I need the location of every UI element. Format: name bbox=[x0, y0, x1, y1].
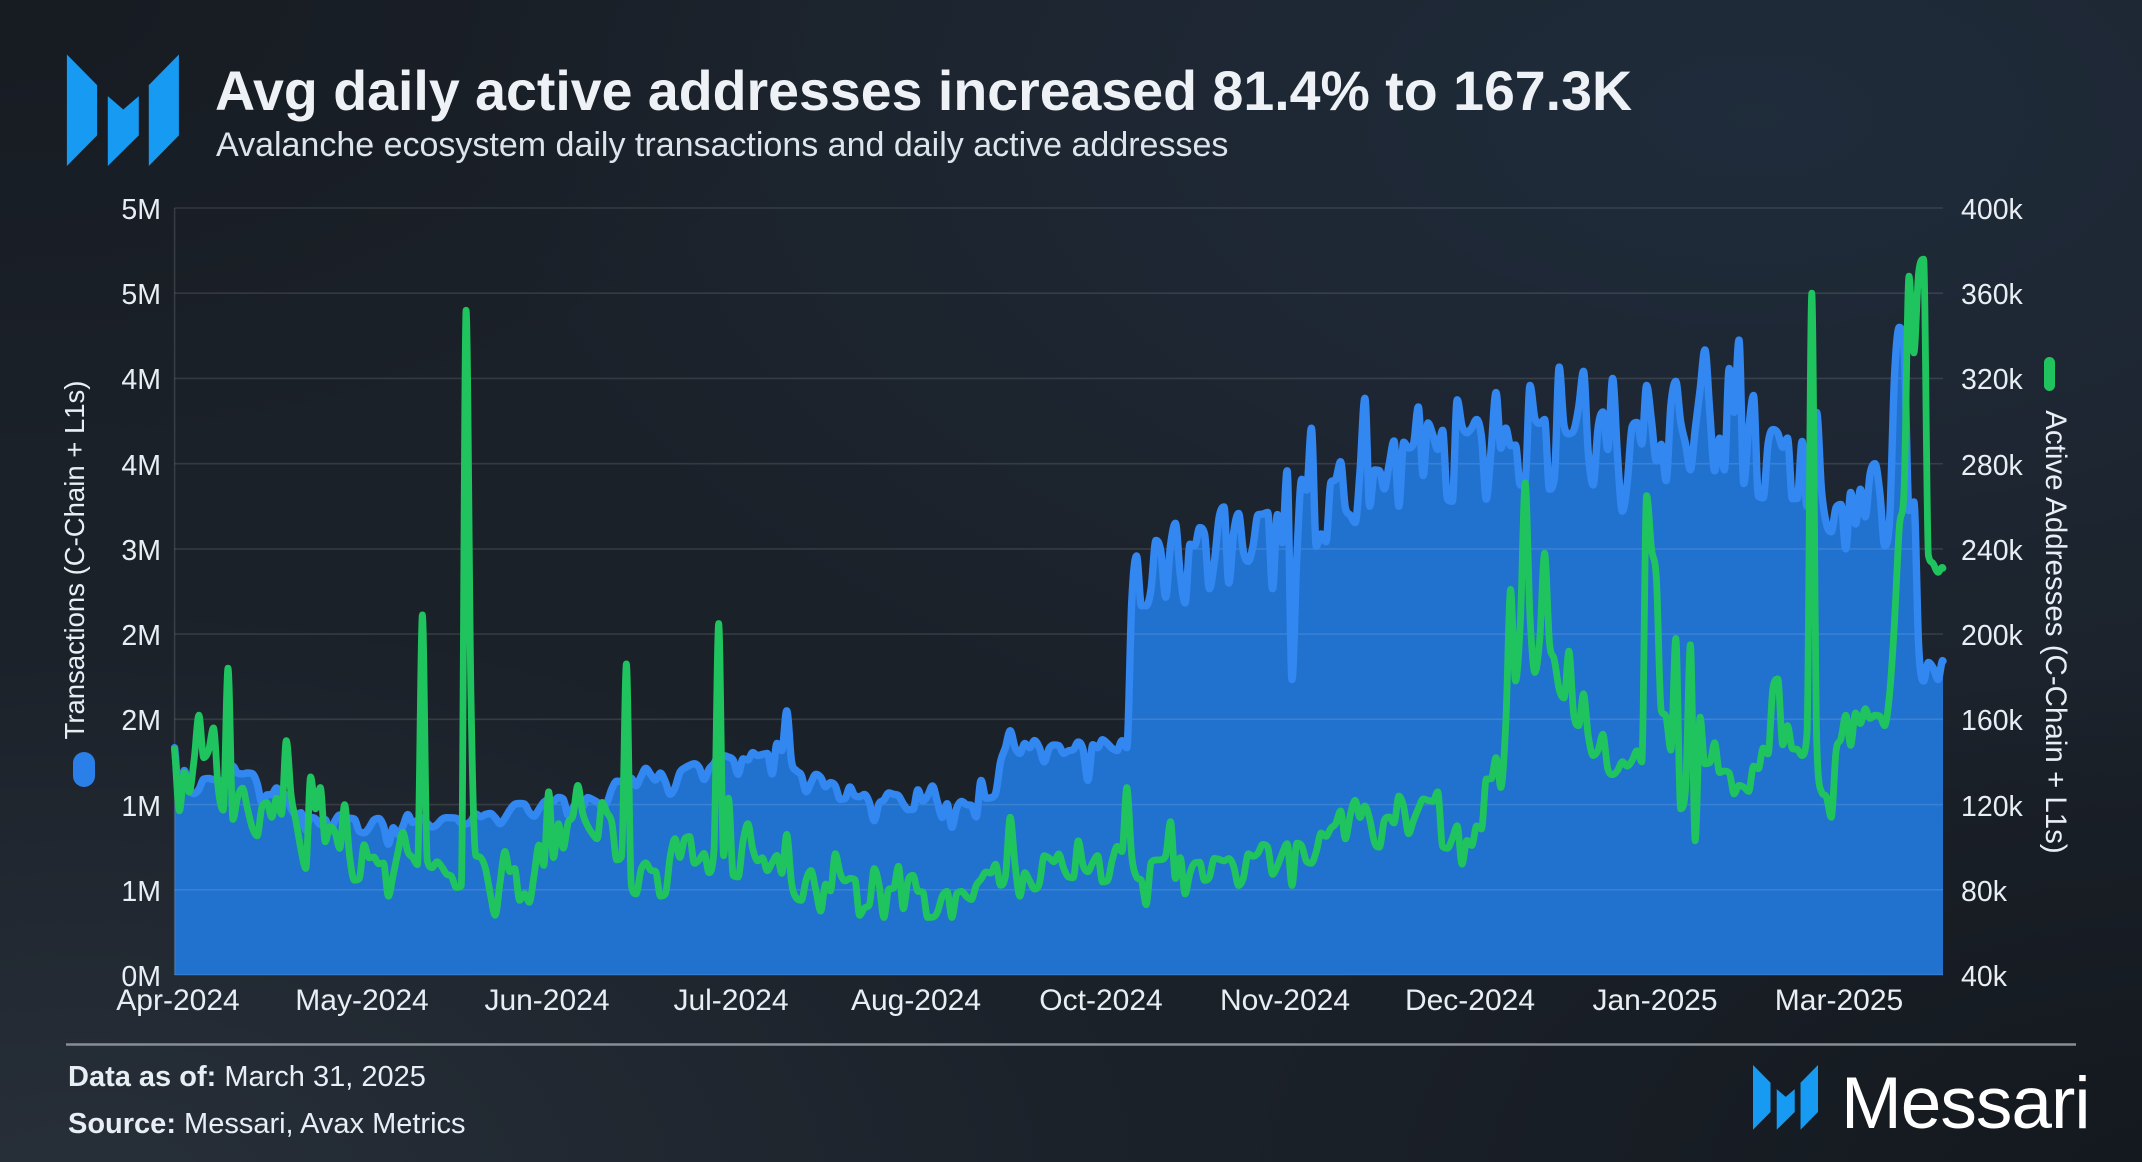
svg-text:Jul-2024: Jul-2024 bbox=[673, 984, 788, 1017]
svg-text:Transactions (C-Chain + L1s): Transactions (C-Chain + L1s) bbox=[59, 381, 90, 740]
svg-text:0M: 0M bbox=[121, 961, 161, 993]
svg-text:Avg daily active addresses inc: Avg daily active addresses increased 81.… bbox=[215, 60, 1632, 122]
svg-text:Dec-2024: Dec-2024 bbox=[1405, 984, 1535, 1017]
svg-text:Nov-2024: Nov-2024 bbox=[1220, 984, 1350, 1017]
svg-text:320k: 320k bbox=[1961, 364, 2024, 396]
svg-text:160k: 160k bbox=[1961, 705, 2024, 737]
svg-text:4M: 4M bbox=[121, 364, 161, 396]
svg-text:Oct-2024: Oct-2024 bbox=[1039, 984, 1162, 1017]
svg-text:3M: 3M bbox=[121, 535, 161, 567]
svg-text:Apr-2024: Apr-2024 bbox=[116, 984, 239, 1017]
svg-text:May-2024: May-2024 bbox=[295, 984, 428, 1017]
svg-text:Mar-2025: Mar-2025 bbox=[1775, 984, 1903, 1017]
svg-text:4M: 4M bbox=[121, 450, 161, 482]
svg-text:Avalanche ecosystem daily tran: Avalanche ecosystem daily transactions a… bbox=[216, 126, 1228, 164]
svg-text:80k: 80k bbox=[1961, 876, 2008, 908]
svg-text:Aug-2024: Aug-2024 bbox=[851, 984, 981, 1017]
svg-text:120k: 120k bbox=[1961, 791, 2024, 823]
svg-text:Active Addresses (C-Chain + L1: Active Addresses (C-Chain + L1s) bbox=[2039, 410, 2072, 854]
svg-text:Data as of: March 31, 2025: Data as of: March 31, 2025 bbox=[68, 1061, 426, 1093]
svg-text:280k: 280k bbox=[1961, 450, 2024, 482]
svg-text:360k: 360k bbox=[1961, 279, 2024, 311]
svg-text:Source: Messari, Avax Metrics: Source: Messari, Avax Metrics bbox=[68, 1108, 466, 1140]
svg-text:40k: 40k bbox=[1961, 961, 2008, 993]
svg-text:Jan-2025: Jan-2025 bbox=[1592, 984, 1717, 1017]
svg-text:Messari: Messari bbox=[1841, 1063, 2090, 1144]
svg-text:240k: 240k bbox=[1961, 535, 2024, 567]
svg-text:Jun-2024: Jun-2024 bbox=[484, 984, 609, 1017]
svg-text:5M: 5M bbox=[121, 194, 161, 226]
svg-text:400k: 400k bbox=[1961, 194, 2024, 226]
svg-text:2M: 2M bbox=[121, 705, 161, 737]
svg-text:1M: 1M bbox=[121, 791, 161, 823]
svg-text:1M: 1M bbox=[121, 876, 161, 908]
svg-text:2M: 2M bbox=[121, 620, 161, 652]
svg-text:200k: 200k bbox=[1961, 620, 2024, 652]
svg-text:5M: 5M bbox=[121, 279, 161, 311]
